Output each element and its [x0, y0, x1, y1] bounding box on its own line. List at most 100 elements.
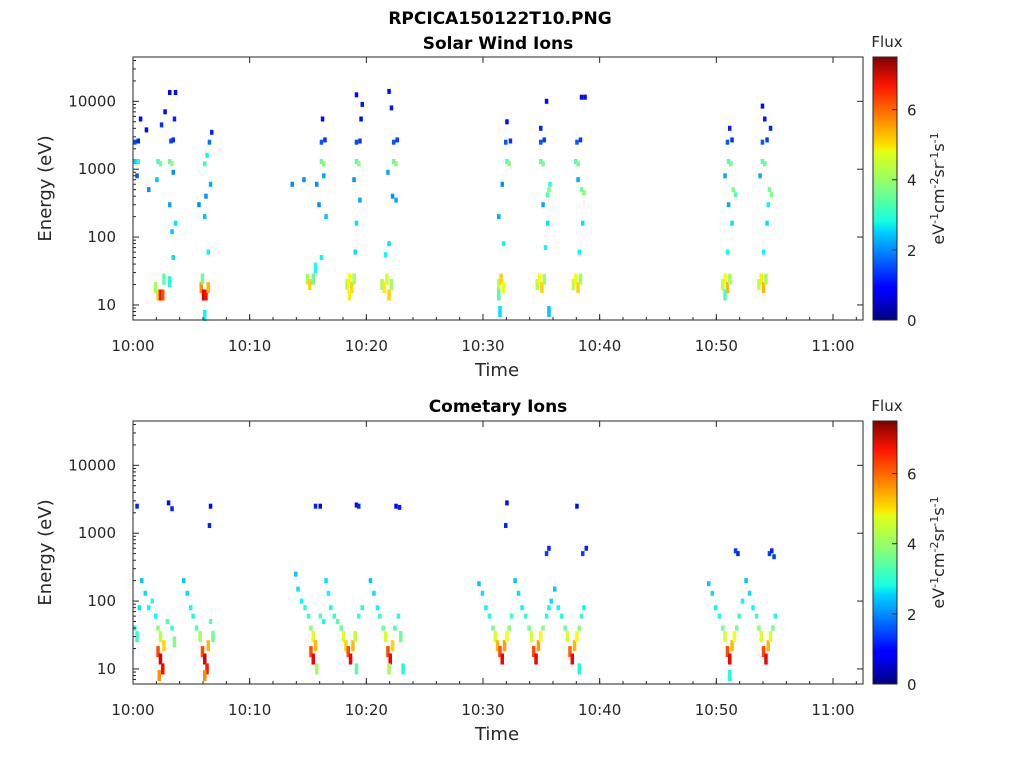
heatmap-cell: [728, 653, 732, 665]
heatmap-cell: [761, 249, 766, 255]
plot-area: [133, 57, 863, 320]
heatmap-cell: [504, 523, 508, 528]
heatmap-cell: [313, 262, 318, 274]
x-tick-label: 10:40: [578, 337, 621, 355]
heatmap-cell: [579, 187, 584, 193]
heatmap-cell: [579, 94, 584, 100]
heatmap-cell: [390, 640, 395, 652]
heatmap-cell: [203, 653, 207, 665]
heatmap-cell: [397, 504, 402, 510]
heatmap-cell: [505, 119, 509, 125]
heatmap-cell: [172, 116, 177, 122]
heatmap-cell: [385, 273, 389, 285]
heatmap-cell: [136, 138, 140, 144]
heatmap-cell: [767, 551, 772, 557]
heatmap-cell: [394, 503, 398, 509]
heatmap-cell: [579, 613, 584, 619]
heatmap-cell: [185, 590, 189, 596]
heatmap-cell: [757, 279, 761, 290]
heatmap-cell: [133, 159, 137, 164]
heatmap-cell: [137, 605, 142, 611]
heatmap-cell: [324, 578, 328, 584]
heatmap-cell: [173, 220, 178, 226]
heatmap-cell: [546, 192, 550, 198]
heatmap-cell: [378, 613, 382, 619]
heatmap-cell: [353, 249, 357, 255]
colorbar-tick-label: 2: [907, 242, 917, 260]
y-tick-label: 10000: [68, 456, 116, 474]
y-axis-label: Energy (eV): [35, 499, 56, 605]
heatmap-cell: [294, 571, 298, 577]
heatmap-cell: [170, 161, 174, 167]
colorbar: [872, 420, 898, 685]
heatmap-cell: [484, 605, 488, 611]
heatmap-cell: [480, 590, 485, 596]
heatmap-cell: [766, 640, 770, 652]
heatmap-cell: [764, 653, 768, 665]
heatmap-cell: [487, 613, 492, 619]
heatmap-cell: [171, 169, 175, 175]
x-axis-label: Time: [474, 724, 519, 745]
plot-area: [133, 421, 863, 684]
heatmap-cell: [348, 653, 353, 665]
x-tick-label: 10:00: [111, 337, 154, 355]
heatmap-cell: [547, 187, 551, 193]
heatmap-cell: [156, 646, 160, 658]
heatmap-cell: [387, 241, 391, 247]
heatmap-cell: [500, 181, 504, 187]
heatmap-cell: [357, 613, 361, 619]
heatmap-cell: [520, 605, 524, 611]
heatmap-cell: [161, 663, 165, 675]
heatmap-cell: [754, 613, 759, 619]
heatmap-cell: [773, 613, 777, 619]
heatmap-cell: [539, 631, 543, 643]
heatmap-cell: [354, 502, 359, 508]
heatmap-cell: [543, 245, 548, 251]
heatmap-cell: [210, 129, 214, 135]
heatmap-cell: [541, 202, 545, 208]
heatmap-cell: [744, 578, 748, 584]
heatmap-cell: [156, 625, 160, 631]
heatmap-cell: [138, 116, 143, 122]
heatmap-cell: [313, 640, 318, 652]
heatmap-cell: [171, 137, 175, 143]
heatmap-cell: [529, 631, 534, 643]
heatmap-cell: [170, 506, 174, 512]
y-tick-label: 100: [87, 592, 116, 610]
heatmap-cell: [392, 139, 396, 145]
colorbar-tick-label: 6: [907, 102, 917, 120]
heatmap-cell: [205, 152, 209, 158]
heatmap-cell: [203, 161, 207, 167]
heatmap-cell: [729, 161, 733, 167]
heatmap-cell: [766, 202, 770, 208]
axes-frame: [132, 420, 864, 685]
x-tick-label: 10:00: [111, 701, 154, 719]
heatmap-cell: [309, 646, 313, 658]
heatmap-cell: [162, 273, 166, 285]
heatmap-cells: [133, 88, 774, 321]
heatmap-cell: [527, 625, 531, 631]
heatmap-cell: [733, 192, 738, 198]
heatmap-cell: [172, 636, 177, 648]
heatmap-cell: [760, 159, 765, 164]
heatmap-cell: [204, 289, 208, 301]
heatmap-cell: [387, 88, 391, 94]
heatmap-cell: [768, 125, 773, 131]
colorbar-title: Flux: [871, 397, 902, 415]
heatmap-cell: [399, 631, 403, 643]
heatmap-cell: [318, 613, 322, 619]
heatmap-cell: [352, 273, 356, 285]
heatmap-cell: [319, 139, 324, 145]
heatmap-cell: [542, 137, 546, 143]
heatmap-cell: [358, 197, 362, 203]
heatmap-cell: [577, 625, 581, 631]
heatmap-cell: [136, 159, 140, 164]
heatmap-cell: [761, 282, 766, 294]
heatmap-cell: [199, 282, 203, 294]
heatmap-cell: [308, 279, 312, 290]
heatmap-cell: [381, 625, 385, 631]
heatmap-cell: [311, 631, 315, 643]
heatmap-cell: [735, 625, 739, 631]
heatmap-cell: [509, 613, 514, 619]
x-tick-label: 10:20: [345, 337, 388, 355]
